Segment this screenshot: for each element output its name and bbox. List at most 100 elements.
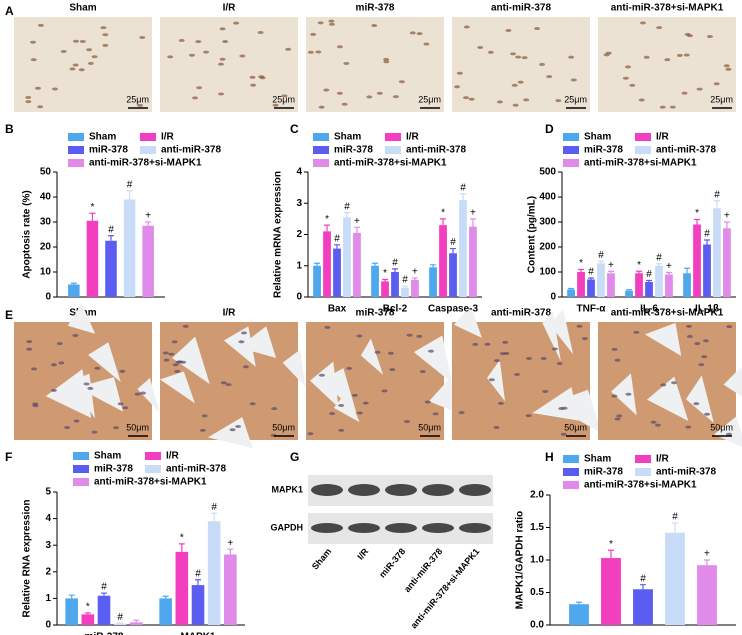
legend-label: anti-miR-378+si-MAPK1 — [584, 158, 697, 169]
nucleus — [499, 352, 506, 356]
tissue-gap — [76, 377, 124, 412]
legend-swatch — [635, 146, 651, 154]
nucleus — [392, 95, 399, 99]
bar — [224, 554, 237, 625]
nucleus — [664, 58, 671, 62]
legend-swatch — [68, 159, 84, 167]
nucleus — [546, 75, 553, 79]
legend-label: anti-miR-378 — [656, 145, 716, 156]
scale-label: 50μm — [710, 422, 733, 432]
nucleus — [180, 360, 187, 364]
nucleus — [26, 340, 33, 344]
tissue-gap — [238, 326, 277, 359]
tissue-gap — [453, 305, 482, 338]
error-bar — [626, 289, 633, 291]
tissue-gap — [309, 361, 339, 408]
significance-marker: # — [640, 573, 646, 584]
nucleus — [685, 324, 692, 328]
nucleus — [73, 419, 80, 423]
y-tick-label: 2 — [45, 566, 51, 577]
y-tick-label: 200 — [539, 242, 556, 253]
micrograph — [14, 17, 152, 112]
tissue-gap — [282, 349, 306, 387]
y-tick-label: 400 — [539, 192, 556, 203]
image-label: I/R — [223, 3, 237, 14]
legend-swatch — [313, 159, 329, 167]
significance-marker: # — [588, 267, 594, 278]
bar — [569, 604, 589, 625]
nucleus — [233, 21, 240, 25]
y-axis-label: MAPK1/GAPDH ratio — [515, 511, 526, 609]
bar — [142, 225, 154, 297]
nucleus — [242, 365, 249, 369]
nucleus — [622, 76, 629, 80]
bar — [697, 565, 717, 625]
nucleus — [117, 402, 124, 406]
bar — [633, 589, 653, 625]
legend-label: anti-miR-378 — [166, 464, 226, 475]
bar — [567, 289, 575, 297]
nucleus — [404, 420, 411, 424]
significance-marker: * — [609, 539, 613, 550]
bar — [105, 240, 117, 297]
error-bar — [597, 260, 604, 264]
nucleus — [704, 412, 711, 416]
nucleus — [203, 50, 210, 54]
nucleus — [371, 24, 378, 28]
bar — [81, 614, 95, 625]
error-bar — [101, 592, 107, 596]
scale-label: 50μm — [418, 422, 441, 432]
legend-swatch — [635, 133, 651, 141]
nucleus — [37, 23, 44, 27]
error-bar — [211, 512, 218, 522]
nucleus — [87, 386, 94, 390]
nucleus — [30, 58, 37, 62]
significance-marker: # — [392, 258, 398, 269]
tissue-gap — [67, 303, 96, 334]
significance-marker: # — [108, 224, 114, 235]
error-bar — [568, 287, 575, 290]
nucleus — [539, 62, 546, 66]
nucleus — [25, 100, 32, 104]
bar — [703, 244, 711, 297]
legend-label: anti-miR-378+si-MAPK1 — [334, 158, 447, 169]
bar — [401, 287, 409, 297]
bar — [313, 265, 321, 297]
legend-swatch — [73, 478, 89, 486]
nucleus — [281, 94, 288, 98]
legend-label: I/R — [656, 454, 670, 465]
significance-marker: + — [666, 261, 672, 272]
nucleus — [726, 432, 733, 436]
blot-band — [459, 523, 491, 533]
nucleus — [656, 26, 663, 30]
nucleus — [174, 369, 181, 373]
y-tick-label: 2 — [296, 229, 302, 240]
nucleus — [551, 347, 558, 351]
nucleus — [706, 35, 713, 39]
significance-marker: * — [180, 533, 184, 544]
nucleus — [713, 82, 720, 86]
nucleus — [163, 358, 170, 362]
bar — [86, 220, 99, 297]
nucleus — [238, 340, 245, 344]
error-bar — [430, 264, 437, 268]
nucleus — [381, 389, 388, 393]
bar — [381, 281, 389, 297]
nucleus — [638, 98, 645, 102]
nucleus — [171, 340, 178, 344]
nucleus — [694, 342, 701, 346]
panel-letter: F — [5, 450, 12, 464]
error-bar — [108, 235, 114, 241]
blot-band — [311, 484, 343, 496]
legend-label: miR-378 — [584, 467, 623, 478]
nucleus — [681, 91, 688, 95]
nucleus — [257, 30, 264, 34]
bar — [597, 263, 605, 297]
blot-row-label: GAPDH — [270, 522, 303, 532]
nucleus — [463, 25, 470, 29]
error-bar — [576, 601, 583, 605]
legend-swatch — [563, 146, 579, 154]
scale-label: 50μm — [272, 422, 295, 432]
micrograph — [160, 17, 298, 112]
nucleus — [271, 407, 278, 411]
